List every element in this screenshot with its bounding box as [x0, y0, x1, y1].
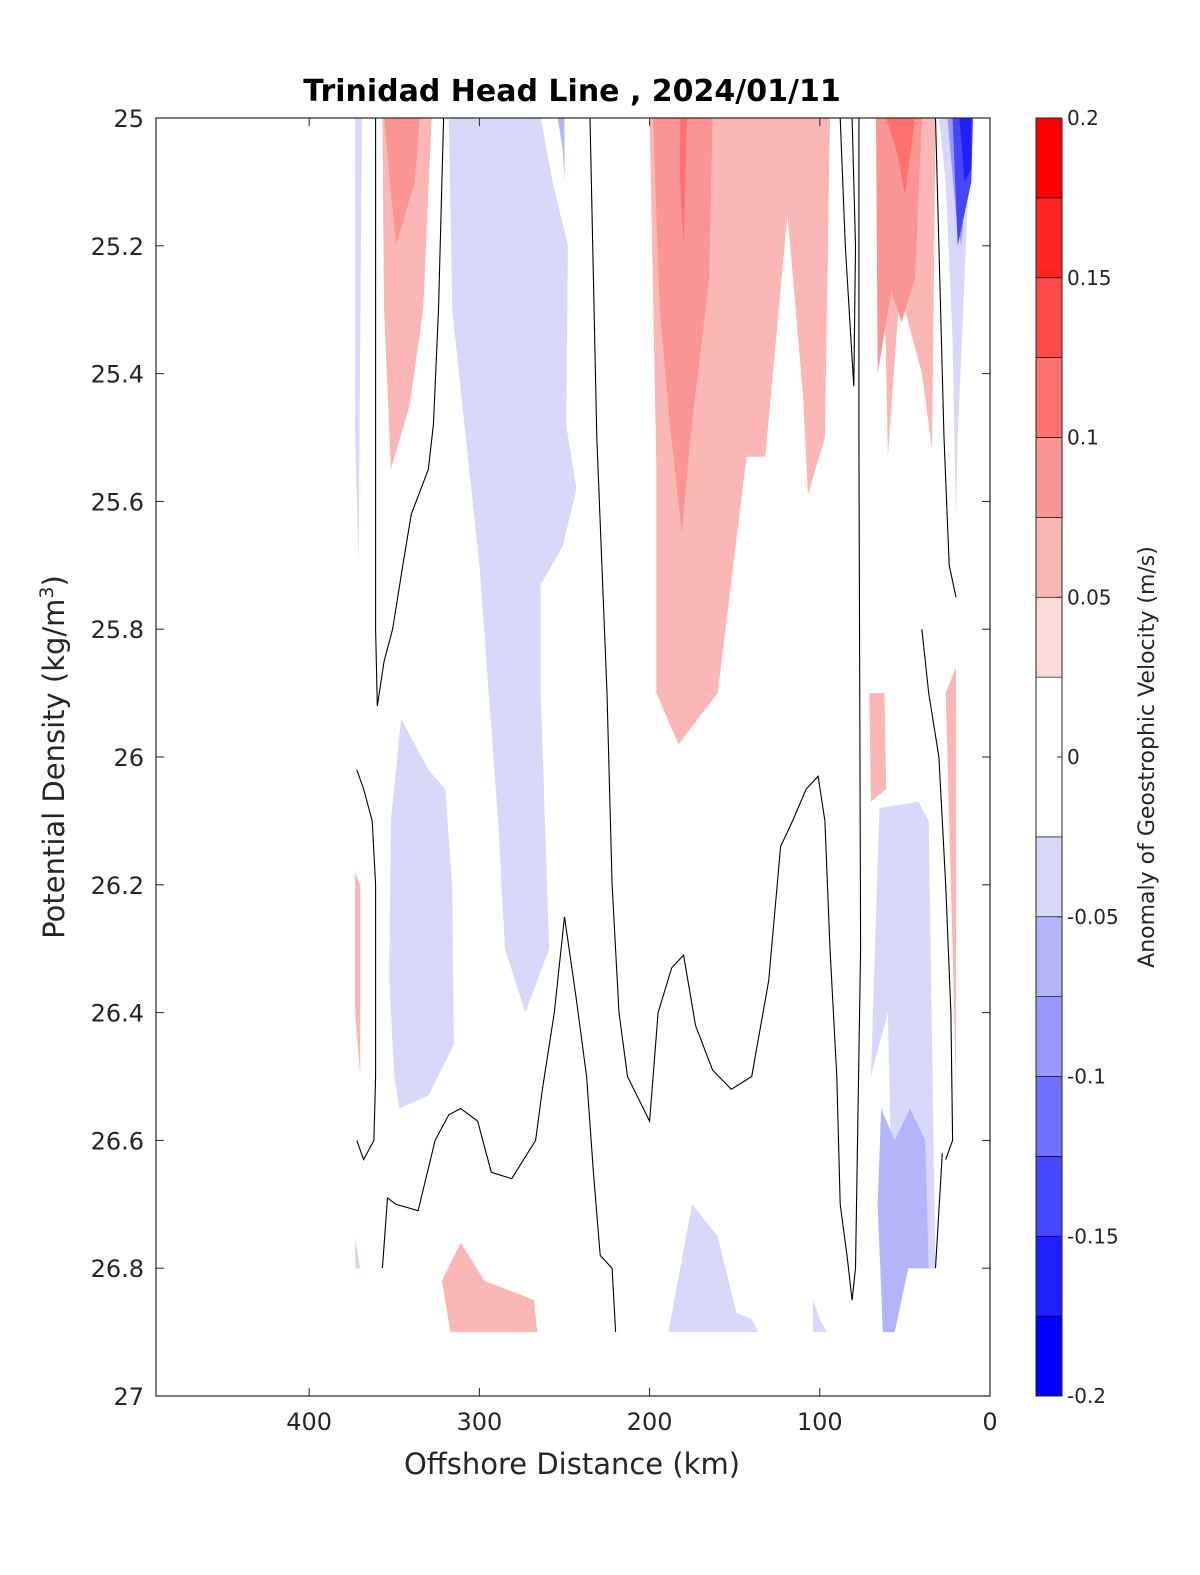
colorbar-swatch — [1035, 836, 1063, 918]
colorbar-tick-label: -0.15 — [1067, 1224, 1119, 1248]
filled-region-blue-deep-100km — [813, 1300, 827, 1333]
y-tick-label: 26 — [113, 744, 144, 772]
x-tick-label: 100 — [797, 1408, 843, 1436]
filled-region-red-inner-180km — [653, 118, 713, 534]
colorbar-swatch — [1035, 916, 1063, 997]
colorbar-tick-label: 0.15 — [1067, 266, 1112, 290]
y-tick-label: 25 — [113, 105, 144, 133]
colorbar-swatches — [1035, 117, 1063, 1397]
colorbar-swatch — [1035, 437, 1063, 518]
plot-area: 400 300 200 100 0 25 25.2 25.4 25.6 25.8 26 26.2 26… — [91, 105, 998, 1436]
colorbar-swatch — [1035, 197, 1063, 279]
x-tick-label: 0 — [982, 1408, 997, 1436]
y-axis-label-superscript: 3 — [36, 586, 58, 598]
y-tick-label: 25.2 — [91, 233, 144, 261]
y-tick-label: 26.8 — [91, 1255, 144, 1283]
y-tick-label: 25.8 — [91, 616, 144, 644]
colorbar-swatch — [1035, 1156, 1063, 1237]
filled-region-blue-deep-180km — [668, 1204, 759, 1333]
colorbar-ticks: -0.2 -0.15 -0.1 -0.05 0 0.05 0.1 0.15 0.2 — [1057, 106, 1119, 1408]
y-axis-label: Potential Density (kg/m3) — [36, 575, 71, 939]
colorbar-swatch — [1035, 117, 1063, 199]
colorbar-tick-label: 0 — [1067, 745, 1080, 769]
colorbar-tick-label: 0.1 — [1067, 426, 1099, 450]
zero-contour-lines — [356, 117, 957, 1333]
x-axis-ticks: 400 300 200 100 0 — [286, 118, 998, 1436]
colorbar-swatch — [1035, 1235, 1063, 1317]
colorbar-tick-label: 0.05 — [1067, 585, 1112, 609]
filled-region-red-inner-345km — [384, 118, 420, 246]
colorbar-swatch — [1035, 996, 1063, 1077]
contour-line-1 — [375, 117, 445, 706]
colorbar-swatch — [1035, 357, 1063, 438]
filled-region-red-core-55km — [886, 118, 916, 195]
y-axis-label-main: Potential Density (kg/m — [37, 599, 71, 939]
colorbar-swatch — [1035, 1076, 1063, 1157]
filled-region-blue-band-370km — [355, 118, 362, 566]
colorbar-tick-label: -0.1 — [1067, 1065, 1106, 1089]
plot-background — [156, 118, 990, 1396]
x-tick-label: 200 — [627, 1408, 673, 1436]
y-axis-label-end: ) — [37, 575, 71, 586]
filled-region-red-core-180km — [680, 118, 687, 246]
chart-title: Trinidad Head Line , 2024/01/11 — [303, 74, 840, 109]
colorbar-tick-label: -0.2 — [1067, 1384, 1106, 1408]
filled-region-red-sliver-370km — [355, 872, 361, 1077]
colorbar-swatch — [1035, 277, 1063, 358]
y-tick-label: 26.6 — [91, 1127, 144, 1155]
x-tick-label: 400 — [286, 1408, 332, 1436]
filled-region-blue-left-370km — [355, 1236, 361, 1269]
y-tick-label: 27 — [113, 1383, 144, 1411]
filled-region-red-deep-300km — [441, 1242, 538, 1333]
contour-line-2 — [589, 117, 862, 1301]
contour-line-6 — [381, 916, 617, 1333]
colorbar-label: Anomaly of Geostrophic Velocity (m/s) — [1135, 546, 1160, 968]
filled-region-blue-edge-15km — [959, 118, 972, 182]
x-axis-label: Offshore Distance (km) — [404, 1447, 740, 1481]
filled-region-blue-mid-320km — [389, 718, 454, 1109]
y-tick-label: 26.2 — [91, 872, 144, 900]
colorbar-swatch — [1035, 517, 1063, 598]
filled-region-blue-deep-45km — [877, 1108, 929, 1333]
filled-region-red-edge-20km — [945, 667, 956, 1090]
filled-region-blue-region-300km — [448, 118, 577, 1013]
y-axis-ticks: 25 25.2 25.4 25.6 25.8 26 26.2 26.4 26.6 26.8 27 — [91, 105, 990, 1411]
filled-region-blue-spot-250km — [557, 118, 565, 182]
contour-line-4 — [934, 117, 957, 598]
contour-line-3 — [839, 117, 857, 387]
contour-line-7 — [934, 1153, 943, 1269]
y-tick-label: 25.6 — [91, 488, 144, 516]
colorbar: -0.2 -0.15 -0.1 -0.05 0 0.05 0.1 0.15 0.2 — [1035, 106, 1119, 1408]
colorbar-tick-label: 0.2 — [1067, 106, 1099, 130]
y-tick-label: 25.4 — [91, 361, 144, 389]
contour-line-5 — [356, 769, 377, 1161]
contour-line-8 — [921, 629, 954, 1160]
filled-region-red-inner-55km — [876, 118, 922, 374]
filled-region-red-edge-60km — [869, 693, 887, 802]
x-tick-label: 300 — [456, 1408, 502, 1436]
y-tick-label: 26.4 — [91, 1000, 144, 1028]
colorbar-swatch — [1035, 1315, 1063, 1397]
colorbar-tick-label: -0.05 — [1067, 905, 1119, 929]
colorbar-swatch — [1035, 596, 1063, 678]
filled-contours — [355, 118, 973, 1333]
